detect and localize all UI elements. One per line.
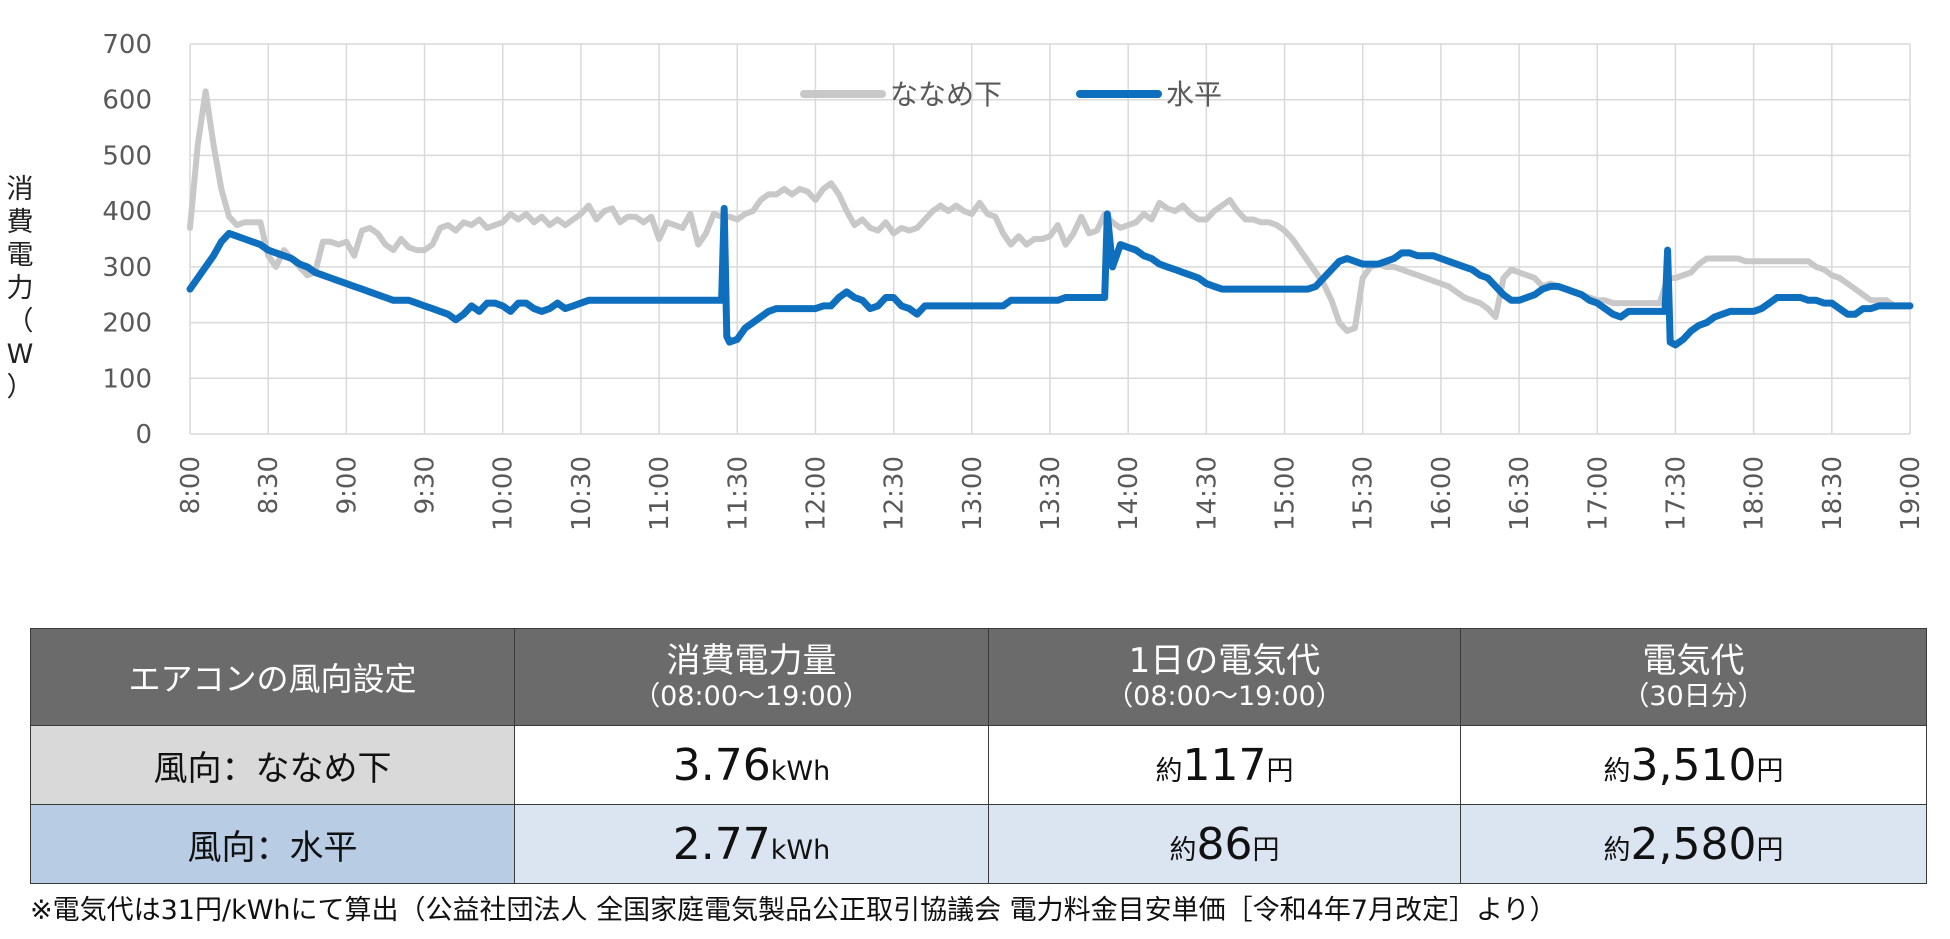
x-tick-label: 17:00 [1583, 456, 1613, 531]
row-label: 風向：水平 [30, 804, 515, 884]
x-tick-label: 10:00 [489, 456, 519, 531]
y-tick-label: 0 [135, 420, 152, 450]
cost-summary-table: エアコンの風向設定 消費電力量 （08:00〜19:00） 1日の電気代 （08:0… [30, 628, 1927, 884]
header-daily-cost: 1日の電気代 （08:00〜19:00） [988, 628, 1461, 726]
x-tick-label: 12:30 [880, 456, 910, 531]
y-tick-label: 700 [102, 30, 152, 60]
table-row: 風向：ななめ下 3.76kWh 約117円 約3,510円 [30, 725, 1927, 805]
x-tick-label: 12:00 [801, 456, 831, 531]
table-header-row: エアコンの風向設定 消費電力量 （08:00〜19:00） 1日の電気代 （08:0… [30, 628, 1927, 726]
monthly-cost-cell: 約2,580円 [1460, 804, 1927, 884]
y-tick-label: 500 [102, 141, 152, 171]
chart-series [186, 88, 1914, 349]
y-axis-label-char: 費 [7, 207, 34, 238]
x-tick-label: 11:30 [723, 456, 753, 531]
y-axis-label-char: 消 [7, 174, 34, 205]
x-tick-label: 14:00 [1114, 456, 1144, 531]
x-tick-label: 15:30 [1349, 456, 1379, 531]
y-axis-label-char: 力 [7, 273, 34, 304]
legend-label: 水平 [1166, 78, 1222, 111]
y-tick-label: 100 [102, 364, 152, 394]
y-tick-label: 400 [102, 197, 152, 227]
daily-cost-cell: 約117円 [988, 725, 1461, 805]
y-axis-label: 消費電力（W） [7, 174, 34, 403]
x-tick-label: 9:00 [332, 456, 362, 514]
x-tick-label: 13:00 [958, 456, 988, 531]
series-line-nanameshita [187, 88, 1913, 334]
y-tick-label: 300 [102, 253, 152, 283]
y-axis-ticks: 0 100 200 300 400 500 600 700 [102, 30, 152, 450]
x-tick-label: 18:30 [1818, 456, 1848, 531]
footnote: ※電気代は31円/kWhにて算出（公益社団法人 全国家庭電気製品公正取引協議会 … [30, 895, 1557, 926]
header-setting: エアコンの風向設定 [30, 628, 515, 726]
consumption-cell: 2.77kWh [514, 804, 989, 884]
x-tick-label: 19:00 [1896, 456, 1926, 531]
x-tick-label: 18:00 [1740, 456, 1770, 531]
y-tick-label: 200 [102, 309, 152, 339]
x-tick-label: 15:00 [1271, 456, 1301, 531]
table-row: 風向：水平 2.77kWh 約86円 約2,580円 [30, 804, 1927, 884]
legend-label: ななめ下 [890, 78, 1002, 111]
x-tick-label: 11:00 [645, 456, 675, 531]
chart-legend: ななめ下 水平 [800, 78, 1222, 111]
x-tick-label: 17:30 [1661, 456, 1691, 531]
header-consumption: 消費電力量 （08:00〜19:00） [514, 628, 989, 726]
x-tick-label: 16:00 [1427, 456, 1457, 531]
y-axis-label-char: （ [7, 306, 34, 337]
row-label: 風向：ななめ下 [30, 725, 515, 805]
x-tick-label: 13:30 [1036, 456, 1066, 531]
series-line-suihei [186, 204, 1914, 349]
x-tick-label: 9:30 [411, 456, 441, 514]
monthly-cost-cell: 約3,510円 [1460, 725, 1927, 805]
power-consumption-chart: 0 100 200 300 400 500 600 700 8:00 8:30 9:00 9:30 1… [7, 30, 1927, 531]
y-axis-label-char: W [7, 339, 34, 370]
consumption-cell: 3.76kWh [514, 725, 989, 805]
y-tick-label: 600 [102, 86, 152, 116]
y-axis-label-char: 電 [7, 240, 34, 271]
daily-cost-cell: 約86円 [988, 804, 1461, 884]
header-monthly-cost: 電気代 （30日分） [1460, 628, 1927, 726]
x-axis-ticks: 8:00 8:30 9:00 9:30 10:00 10:30 11:00 11:30 12:0… [176, 456, 1926, 531]
x-tick-label: 8:00 [176, 456, 206, 514]
x-tick-label: 10:30 [567, 456, 597, 531]
y-axis-label-char: ） [7, 372, 34, 403]
x-tick-label: 14:30 [1192, 456, 1222, 531]
chart-grid [189, 43, 1911, 435]
x-tick-label: 8:30 [254, 456, 284, 514]
x-tick-label: 16:30 [1505, 456, 1535, 531]
